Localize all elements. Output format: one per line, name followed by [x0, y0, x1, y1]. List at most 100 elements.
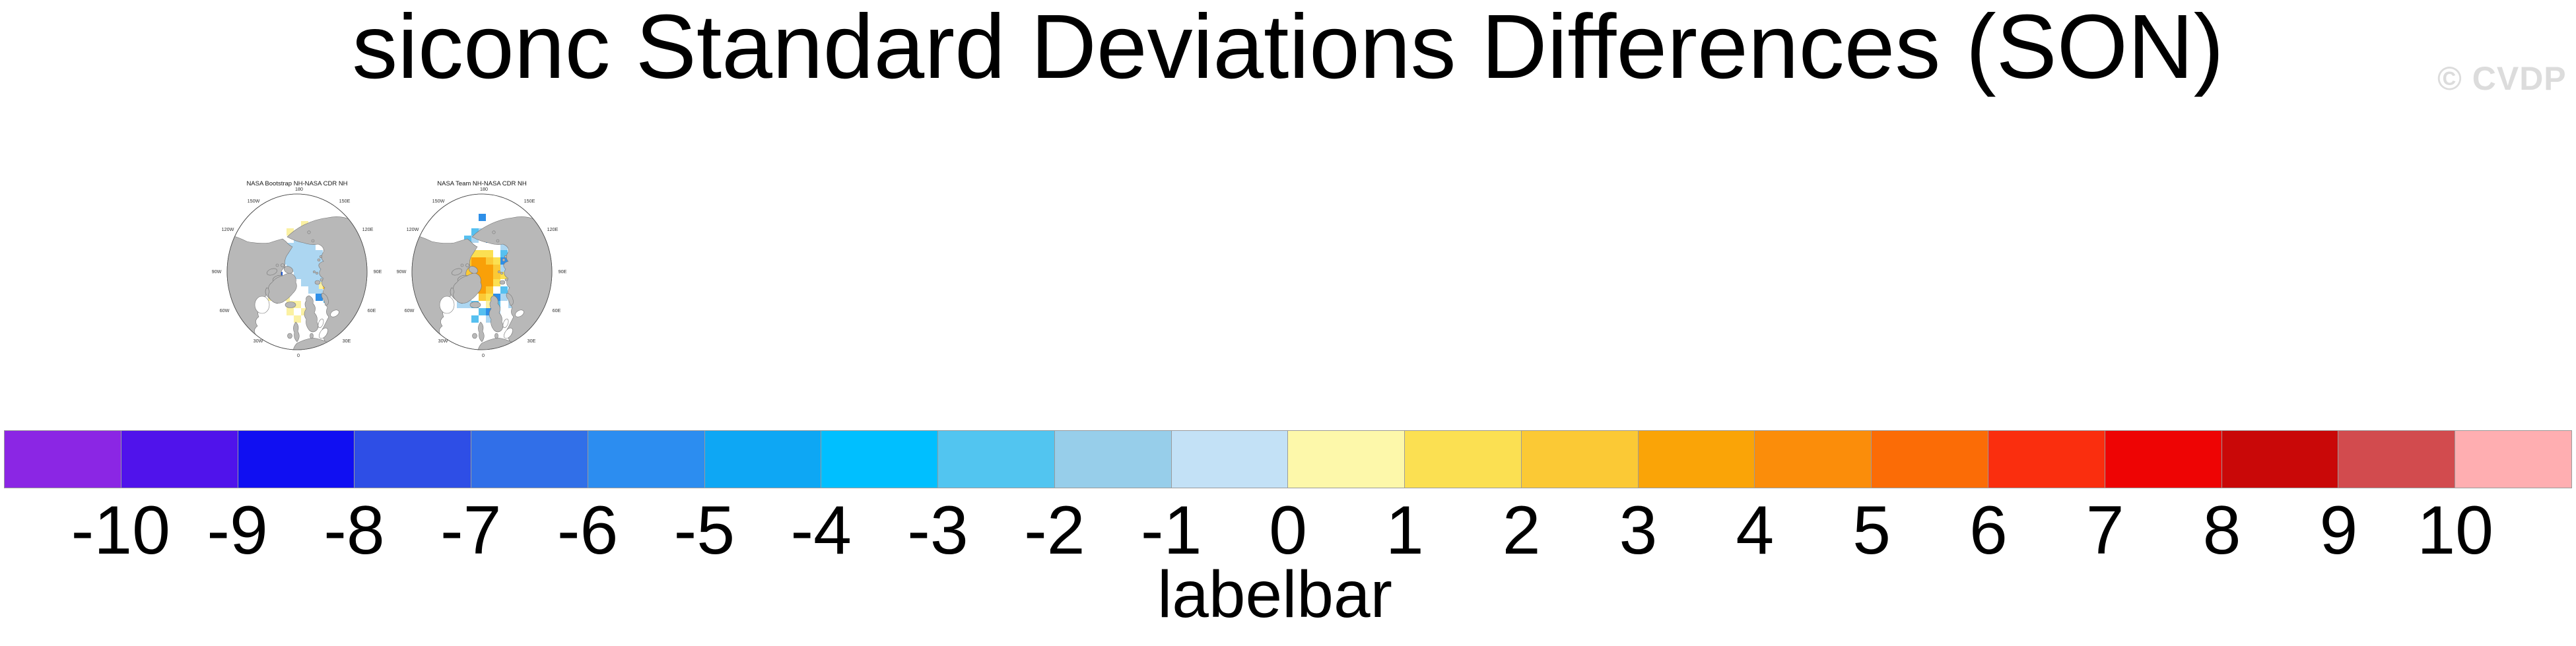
longitude-label: 30W [254, 338, 263, 344]
difference-cell [471, 236, 479, 243]
difference-cell [493, 272, 500, 279]
difference-cell [308, 286, 316, 294]
difference-cell [316, 265, 323, 272]
longitude-label: 180 [295, 186, 303, 192]
colorbar-segment [1404, 431, 1521, 488]
colorbar-tick-label: -5 [673, 492, 735, 569]
colorbar-tick-label: -6 [557, 492, 619, 569]
difference-cell [500, 294, 508, 301]
colorbar-segment [1637, 431, 1755, 488]
difference-cell [316, 294, 323, 301]
difference-cell [500, 243, 508, 250]
colorbar-segment [937, 431, 1054, 488]
difference-cell [479, 272, 486, 279]
colorbar-segment [2455, 431, 2571, 488]
longitude-label: 0 [297, 352, 300, 358]
map-boundary [226, 193, 368, 350]
difference-cell [287, 250, 294, 257]
colorbar-tick-label: 2 [1502, 492, 1541, 569]
colorbar-segment [2338, 431, 2455, 488]
difference-cell [301, 279, 308, 286]
colorbar-tick-label: -1 [1140, 492, 1202, 569]
difference-cell [493, 294, 500, 301]
difference-cell [486, 286, 493, 294]
longitude-label: 60E [368, 307, 376, 313]
difference-cell [294, 250, 301, 257]
colorbar-segment [704, 431, 821, 488]
difference-cell [301, 265, 308, 272]
difference-cell [294, 265, 301, 272]
colorbar-segment [1054, 431, 1171, 488]
longitude-labels: 180 150W 150E 120W 120E 90W 90E 60W 60E 30W 30E 0 [397, 186, 567, 358]
colorbar-segment [237, 431, 355, 488]
difference-cell [464, 301, 471, 308]
longitude-label: 30W [438, 338, 448, 344]
difference-cell [486, 257, 493, 265]
difference-cell [301, 257, 308, 265]
difference-cell [479, 294, 486, 301]
difference-cell [479, 257, 486, 265]
colorbar-tick-label: -4 [790, 492, 852, 569]
difference-cell [471, 257, 479, 265]
difference-cell [294, 272, 301, 279]
colorbar-segment [2221, 431, 2338, 488]
colorbar-tick-label: 6 [1969, 492, 2008, 569]
longitude-label: 150E [339, 198, 351, 204]
colorbar-label: labelbar [1157, 558, 1392, 631]
longitude-label: 120E [362, 226, 374, 232]
difference-cell [486, 301, 493, 308]
longitude-label: 60W [220, 307, 230, 313]
longitude-label: 60E [553, 307, 561, 313]
colorbar-segment [1287, 431, 1405, 488]
difference-cell [500, 265, 508, 272]
colorbar-tick-label: 4 [1736, 492, 1775, 569]
colorbar-segment [587, 431, 704, 488]
difference-cell [471, 250, 479, 257]
cvdp-watermark: © CVDP [2437, 60, 2567, 97]
colorbar-tick-label: 7 [2085, 492, 2124, 569]
difference-cell [486, 315, 493, 323]
longitude-label: 150W [432, 198, 445, 204]
colorbar-tick-label: -2 [1024, 492, 1085, 569]
map-boundary [411, 193, 553, 350]
longitude-label: 180 [480, 186, 488, 192]
colorbar-segment [1871, 431, 1988, 488]
difference-cell [493, 265, 500, 272]
colorbar-segment [1988, 431, 2105, 488]
colorbar-segment [1520, 431, 1638, 488]
colorbar-segment [471, 431, 588, 488]
difference-cell [316, 250, 323, 257]
longitude-label: 90E [374, 269, 382, 275]
colorbar-tick-label: 1 [1385, 492, 1424, 569]
difference-cell [308, 265, 316, 272]
longitude-label: 120W [407, 226, 419, 232]
colorbar-tick-label: 9 [2319, 492, 2358, 569]
difference-cell [479, 250, 486, 257]
difference-cell [308, 279, 316, 286]
difference-cell [294, 301, 301, 308]
difference-cell [301, 250, 308, 257]
map-panel-bootstrap-minus-cdr: NASA Bootstrap NH-NASA CDR NH 180 150W 150… [212, 180, 382, 358]
difference-cell [287, 257, 294, 265]
colorbar-tick-label: 10 [2417, 492, 2494, 569]
difference-cell [479, 265, 486, 272]
difference-cell [493, 257, 500, 265]
difference-cell [486, 279, 493, 286]
difference-cell [500, 286, 508, 294]
longitude-label: 90E [559, 269, 567, 275]
difference-cell [308, 250, 316, 257]
difference-cell [500, 250, 508, 257]
colorbar-tick-label: -9 [207, 492, 268, 569]
panel-title: NASA Team NH-NASA CDR NH [437, 180, 527, 187]
difference-cell [287, 228, 294, 236]
difference-cell [486, 250, 493, 257]
colorbar-tick-label: 0 [1269, 492, 1307, 569]
colorbar-tick-label: 8 [2202, 492, 2241, 569]
difference-cell [479, 279, 486, 286]
difference-cell [471, 315, 479, 323]
longitude-label: 0 [482, 352, 485, 358]
colorbar-tick-label: 3 [1619, 492, 1658, 569]
colorbar-segment [821, 431, 938, 488]
difference-cell [471, 228, 479, 236]
difference-cell [486, 294, 493, 301]
